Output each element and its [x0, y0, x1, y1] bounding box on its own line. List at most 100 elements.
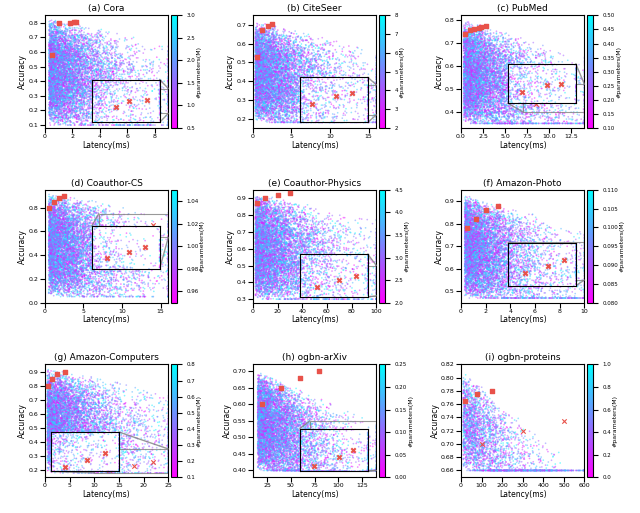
Point	[256, 51, 266, 60]
Point	[463, 210, 473, 218]
Point	[44, 452, 54, 460]
Point	[258, 255, 268, 264]
Point	[258, 57, 268, 66]
Point	[163, 258, 173, 266]
Point	[120, 454, 131, 462]
Point	[120, 85, 130, 93]
Point	[521, 214, 531, 223]
Point	[60, 271, 70, 279]
Point	[278, 104, 289, 112]
Point	[460, 33, 470, 42]
Point	[484, 90, 495, 98]
Point	[87, 430, 97, 439]
Point	[125, 232, 135, 241]
Point	[531, 229, 541, 237]
Point	[63, 425, 73, 433]
Point	[285, 230, 296, 238]
Point	[58, 114, 68, 122]
Point	[257, 39, 268, 47]
Point	[279, 251, 289, 259]
Point	[43, 434, 53, 442]
Point	[259, 222, 269, 230]
Point	[253, 406, 264, 415]
Point	[44, 54, 54, 63]
Point	[520, 462, 530, 470]
Point	[86, 447, 97, 455]
Point	[56, 255, 66, 264]
Point	[274, 390, 284, 399]
Point	[116, 280, 126, 288]
Point	[115, 441, 125, 449]
Point	[258, 222, 268, 230]
Point	[339, 57, 349, 66]
Point	[72, 260, 82, 268]
Point	[262, 247, 272, 255]
Point	[53, 272, 63, 280]
Point	[258, 63, 268, 71]
Point	[253, 375, 264, 383]
Point	[274, 82, 284, 90]
Point	[495, 274, 506, 283]
Point	[132, 103, 142, 111]
Point	[505, 89, 515, 97]
Point	[56, 285, 66, 293]
Point	[278, 426, 289, 435]
Point	[61, 92, 71, 100]
Point	[68, 55, 79, 63]
Point	[84, 440, 94, 448]
Point	[75, 87, 85, 95]
Point	[79, 292, 90, 301]
Point	[47, 85, 58, 93]
Point	[46, 448, 56, 457]
Point	[298, 450, 308, 458]
Point	[270, 60, 280, 68]
Point	[493, 248, 503, 256]
Point	[69, 242, 79, 250]
Point	[481, 241, 492, 249]
Point	[258, 102, 268, 110]
Point	[92, 260, 102, 268]
Point	[46, 389, 56, 397]
Point	[287, 247, 297, 255]
Point	[277, 261, 287, 269]
Point	[268, 444, 278, 452]
Point	[250, 207, 260, 215]
Point	[253, 210, 264, 219]
Point	[102, 39, 113, 47]
Point	[71, 17, 81, 26]
Point	[251, 49, 261, 57]
Point	[300, 56, 310, 65]
Point	[255, 72, 266, 81]
Point	[500, 43, 511, 51]
Point	[466, 425, 476, 433]
Point	[110, 419, 120, 427]
Point	[489, 405, 499, 413]
Point	[77, 459, 87, 467]
Point	[58, 215, 68, 223]
Point	[462, 62, 472, 70]
Point	[266, 426, 276, 434]
Point	[252, 65, 262, 73]
Point	[72, 239, 83, 247]
Point	[56, 106, 67, 114]
Point	[44, 388, 54, 396]
Point	[298, 282, 308, 290]
Point	[49, 419, 59, 427]
Point	[89, 57, 99, 65]
Point	[51, 85, 61, 93]
Point	[44, 389, 54, 397]
Point	[300, 450, 310, 458]
Point	[59, 219, 69, 227]
Point	[260, 387, 270, 395]
Point	[301, 119, 311, 127]
Point	[274, 422, 284, 430]
Point	[83, 79, 93, 87]
Point	[287, 261, 297, 269]
Point	[280, 62, 291, 70]
Point	[46, 420, 56, 428]
Point	[328, 428, 339, 437]
Point	[83, 431, 93, 439]
Point	[337, 253, 347, 261]
Point	[281, 437, 291, 445]
Point	[474, 280, 484, 288]
